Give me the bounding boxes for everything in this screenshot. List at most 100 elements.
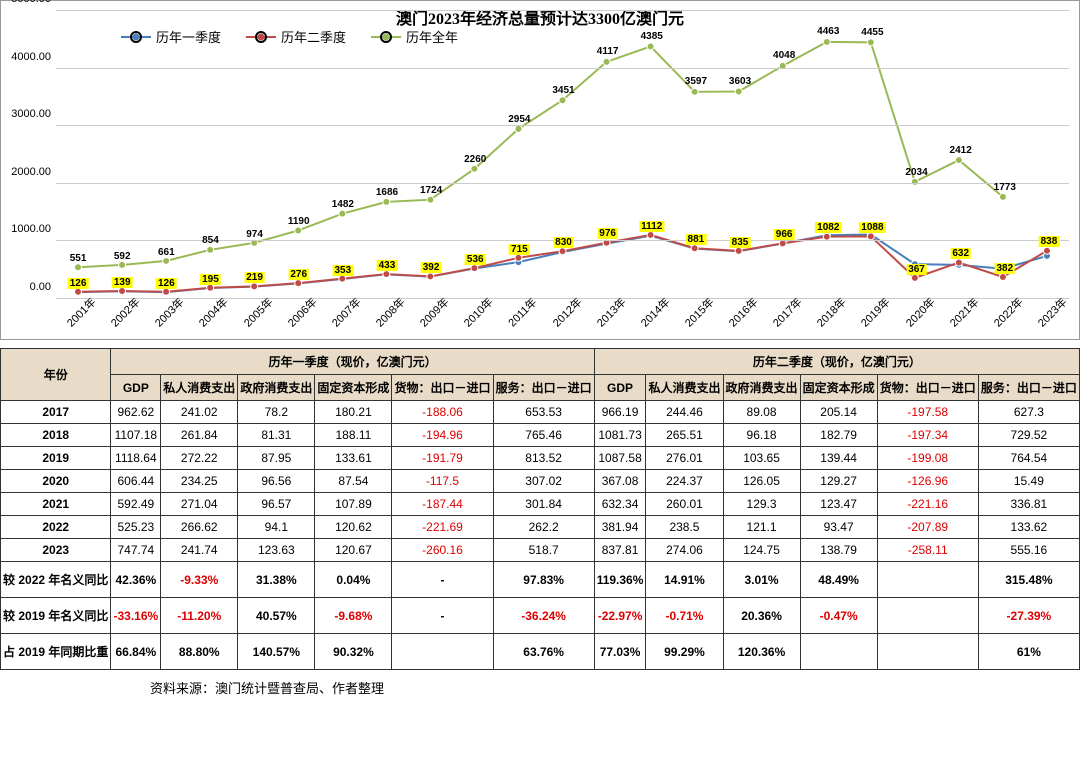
cell: 31.38% — [238, 562, 315, 598]
data-label-full: 3597 — [685, 76, 707, 87]
cell: 120.67 — [315, 539, 392, 562]
cell: -117.5 — [392, 470, 493, 493]
cell: 261.84 — [161, 424, 238, 447]
cell: 265.51 — [646, 424, 723, 447]
data-label-full: 2412 — [950, 145, 972, 156]
cell: 301.84 — [493, 493, 594, 516]
data-label-full: 1686 — [376, 187, 398, 198]
cell: 48.49% — [800, 562, 877, 598]
cell — [800, 634, 877, 670]
cell: 966.19 — [594, 401, 646, 424]
y-axis: 0.001000.002000.003000.004000.005000.00 — [1, 11, 56, 299]
data-label-full: 4385 — [641, 31, 663, 42]
cell: 78.2 — [238, 401, 315, 424]
x-tick: 2006年 — [284, 294, 320, 330]
cell: -221.69 — [392, 516, 493, 539]
cell: - — [392, 598, 493, 634]
year-cell: 2018 — [1, 424, 111, 447]
x-tick: 2010年 — [460, 294, 496, 330]
table-body: 2017962.62241.0278.2180.21-188.06653.539… — [1, 401, 1080, 670]
x-axis: 2001年2002年2003年2004年2005年2006年2007年2008年… — [56, 299, 1069, 339]
cell: 140.57% — [238, 634, 315, 670]
x-tick: 2011年 — [505, 294, 541, 330]
cell: 381.94 — [594, 516, 646, 539]
cell: 123.63 — [238, 539, 315, 562]
table-row: 2021592.49271.0496.57107.89-187.44301.84… — [1, 493, 1080, 516]
cell: 133.61 — [315, 447, 392, 470]
grid-line — [56, 68, 1069, 69]
cell: 61% — [978, 634, 1079, 670]
plot-area: 5515926618549741190148216861724226029543… — [56, 11, 1069, 299]
data-label-full: 1482 — [332, 199, 354, 210]
cell: 99.29% — [646, 634, 723, 670]
data-label-q2: 392 — [421, 262, 442, 273]
data-table: 年份 历年一季度（现价，亿澳门元） 历年二季度（现价，亿澳门元） GDP私人消费… — [0, 348, 1080, 670]
data-label-q2: 353 — [333, 265, 354, 276]
cell — [392, 634, 493, 670]
cell: 121.1 — [723, 516, 800, 539]
cell: 274.06 — [646, 539, 723, 562]
cell: -221.16 — [877, 493, 978, 516]
cell: 89.08 — [723, 401, 800, 424]
cell: 272.22 — [161, 447, 238, 470]
data-label-q2: 715 — [509, 244, 530, 255]
data-label-full: 4455 — [861, 27, 883, 38]
col-header: 政府消费支出 — [723, 375, 800, 401]
col-header: GDP — [594, 375, 646, 401]
header-q1: 历年一季度（现价，亿澳门元） — [111, 349, 594, 375]
cell: 97.83% — [493, 562, 594, 598]
data-label-q2: 367 — [906, 264, 927, 275]
table-row: 2022525.23266.6294.1120.62-221.69262.238… — [1, 516, 1080, 539]
col-header: 私人消费支出 — [646, 375, 723, 401]
cell: 93.47 — [800, 516, 877, 539]
cell — [877, 598, 978, 634]
cell: 90.32% — [315, 634, 392, 670]
summary-row: 较 2019 年名义同比-33.16%-11.20%40.57%-9.68%--… — [1, 598, 1080, 634]
cell: 555.16 — [978, 539, 1079, 562]
year-cell: 2023 — [1, 539, 111, 562]
year-cell: 2017 — [1, 401, 111, 424]
y-tick: 4000.00 — [11, 51, 51, 63]
cell: -36.24% — [493, 598, 594, 634]
cell: 123.47 — [800, 493, 877, 516]
cell: 126.05 — [723, 470, 800, 493]
x-tick: 2015年 — [681, 294, 717, 330]
cell: 765.46 — [493, 424, 594, 447]
cell — [877, 562, 978, 598]
cell: 234.25 — [161, 470, 238, 493]
data-label-full: 2034 — [905, 167, 927, 178]
cell: 42.36% — [111, 562, 161, 598]
col-header: 服务：出口－进口 — [978, 375, 1079, 401]
cell: 63.76% — [493, 634, 594, 670]
cell: 88.80% — [161, 634, 238, 670]
cell: 180.21 — [315, 401, 392, 424]
data-label-full: 3603 — [729, 76, 751, 87]
data-label-q2: 830 — [553, 237, 574, 248]
cell: 837.81 — [594, 539, 646, 562]
cell: 66.84% — [111, 634, 161, 670]
data-label-q2: 219 — [244, 272, 265, 283]
cell: 107.89 — [315, 493, 392, 516]
cell: -187.44 — [392, 493, 493, 516]
table-row: 2017962.62241.0278.2180.21-188.06653.539… — [1, 401, 1080, 424]
cell: 1107.18 — [111, 424, 161, 447]
x-tick: 2019年 — [857, 294, 893, 330]
cell: 138.79 — [800, 539, 877, 562]
cell: - — [392, 562, 493, 598]
cell: 94.1 — [238, 516, 315, 539]
cell: 266.62 — [161, 516, 238, 539]
grid-line — [56, 10, 1069, 11]
data-label-full: 4463 — [817, 26, 839, 37]
cell: 813.52 — [493, 447, 594, 470]
data-label-full: 1724 — [420, 185, 442, 196]
col-header: 固定资本形成 — [315, 375, 392, 401]
cell: 244.46 — [646, 401, 723, 424]
data-label-q2: 126 — [68, 278, 89, 289]
grid-line — [56, 125, 1069, 126]
cell: 1087.58 — [594, 447, 646, 470]
col-year: 年份 — [1, 349, 111, 401]
y-tick: 1000.00 — [11, 223, 51, 235]
cell: 77.03% — [594, 634, 646, 670]
cell: 205.14 — [800, 401, 877, 424]
cell — [877, 634, 978, 670]
